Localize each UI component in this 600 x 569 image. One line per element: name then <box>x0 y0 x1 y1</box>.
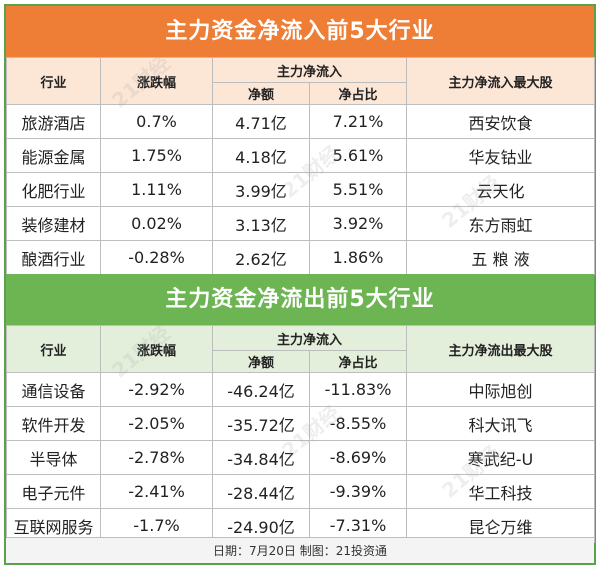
industry-cell: 装修建材 <box>6 206 101 241</box>
industry-cell: 旅游酒店 <box>6 104 101 139</box>
stock-cell: 西安饮食 <box>406 104 596 139</box>
table-row: 旅游酒店 0.7% 4.71亿 7.21% 西安饮食 <box>6 104 596 139</box>
footer-caption: 日期：7月20日 制图：21投资通 <box>6 537 594 563</box>
table-row: 软件开发 -2.05% -35.72亿 -8.55% 科大讯飞 <box>6 406 596 441</box>
header-change: 涨跌幅 <box>100 325 213 373</box>
header-top-stock: 主力净流入最大股 <box>406 57 596 105</box>
amount-cell: 2.62亿 <box>212 240 310 275</box>
header-industry: 行业 <box>6 57 101 105</box>
header-flow-group: 主力净流入 <box>211 325 408 351</box>
header-industry: 行业 <box>6 325 101 373</box>
outflow-table: 行业 涨跌幅 主力净流入 主力净流出最大股 净额 净占比 通信设备 -2.92%… <box>6 325 596 543</box>
table-row: 化肥行业 1.11% 3.99亿 5.51% 云天化 <box>6 172 596 207</box>
ratio-cell: -11.83% <box>308 372 408 407</box>
stock-cell: 五 粮 液 <box>406 240 596 275</box>
industry-cell: 化肥行业 <box>6 172 101 207</box>
ratio-cell: -8.55% <box>308 406 408 441</box>
table-row: 酿酒行业 -0.28% 2.62亿 1.86% 五 粮 液 <box>6 240 596 275</box>
change-cell: -2.05% <box>100 406 213 441</box>
ratio-cell: 1.86% <box>308 240 408 275</box>
amount-cell: -35.72亿 <box>212 406 310 441</box>
stock-cell: 东方雨虹 <box>406 206 596 241</box>
amount-cell: -34.84亿 <box>212 440 310 475</box>
stock-cell: 寒武纪-U <box>406 440 596 475</box>
amount-cell: 4.71亿 <box>212 104 310 139</box>
header-amount: 净额 <box>212 82 310 105</box>
ratio-cell: 3.92% <box>308 206 408 241</box>
ratio-cell: 5.61% <box>308 138 408 173</box>
header-flow-group: 主力净流入 <box>211 57 408 83</box>
ratio-cell: -8.69% <box>308 440 408 475</box>
industry-cell: 能源金属 <box>6 138 101 173</box>
inflow-section: 主力资金净流入前5大行业 行业 涨跌幅 主力净流入 主力净流入最大股 净额 净占… <box>6 6 596 275</box>
stock-cell: 华工科技 <box>406 474 596 509</box>
industry-cell: 软件开发 <box>6 406 101 441</box>
header-ratio: 净占比 <box>308 350 408 373</box>
industry-cell: 通信设备 <box>6 372 101 407</box>
stock-cell: 云天化 <box>406 172 596 207</box>
table-row: 装修建材 0.02% 3.13亿 3.92% 东方雨虹 <box>6 206 596 241</box>
flow-table-card: 主力资金净流入前5大行业 行业 涨跌幅 主力净流入 主力净流入最大股 净额 净占… <box>4 4 596 565</box>
outflow-section: 主力资金净流出前5大行业 行业 涨跌幅 主力净流入 主力净流出最大股 净额 净占… <box>6 274 596 543</box>
change-cell: 0.7% <box>100 104 213 139</box>
ratio-cell: -9.39% <box>308 474 408 509</box>
change-cell: -0.28% <box>100 240 213 275</box>
change-cell: -2.41% <box>100 474 213 509</box>
inflow-title: 主力资金净流入前5大行业 <box>6 6 594 57</box>
stock-cell: 中际旭创 <box>406 372 596 407</box>
ratio-cell: 5.51% <box>308 172 408 207</box>
amount-cell: 3.13亿 <box>212 206 310 241</box>
ratio-cell: 7.21% <box>308 104 408 139</box>
amount-cell: 3.99亿 <box>212 172 310 207</box>
header-top-stock: 主力净流出最大股 <box>406 325 596 373</box>
table-row: 通信设备 -2.92% -46.24亿 -11.83% 中际旭创 <box>6 372 596 407</box>
table-row: 半导体 -2.78% -34.84亿 -8.69% 寒武纪-U <box>6 440 596 475</box>
change-cell: -2.78% <box>100 440 213 475</box>
header-ratio: 净占比 <box>308 82 408 105</box>
change-cell: 1.75% <box>100 138 213 173</box>
change-cell: 0.02% <box>100 206 213 241</box>
table-row: 电子元件 -2.41% -28.44亿 -9.39% 华工科技 <box>6 474 596 509</box>
outflow-title: 主力资金净流出前5大行业 <box>6 274 594 325</box>
stock-cell: 科大讯飞 <box>406 406 596 441</box>
table-row: 能源金属 1.75% 4.18亿 5.61% 华友钴业 <box>6 138 596 173</box>
industry-cell: 半导体 <box>6 440 101 475</box>
amount-cell: -46.24亿 <box>212 372 310 407</box>
stock-cell: 华友钴业 <box>406 138 596 173</box>
amount-cell: -28.44亿 <box>212 474 310 509</box>
industry-cell: 电子元件 <box>6 474 101 509</box>
change-cell: -2.92% <box>100 372 213 407</box>
amount-cell: 4.18亿 <box>212 138 310 173</box>
industry-cell: 酿酒行业 <box>6 240 101 275</box>
header-amount: 净额 <box>212 350 310 373</box>
inflow-table: 行业 涨跌幅 主力净流入 主力净流入最大股 净额 净占比 旅游酒店 0.7% 4… <box>6 57 596 275</box>
header-change: 涨跌幅 <box>100 57 213 105</box>
change-cell: 1.11% <box>100 172 213 207</box>
